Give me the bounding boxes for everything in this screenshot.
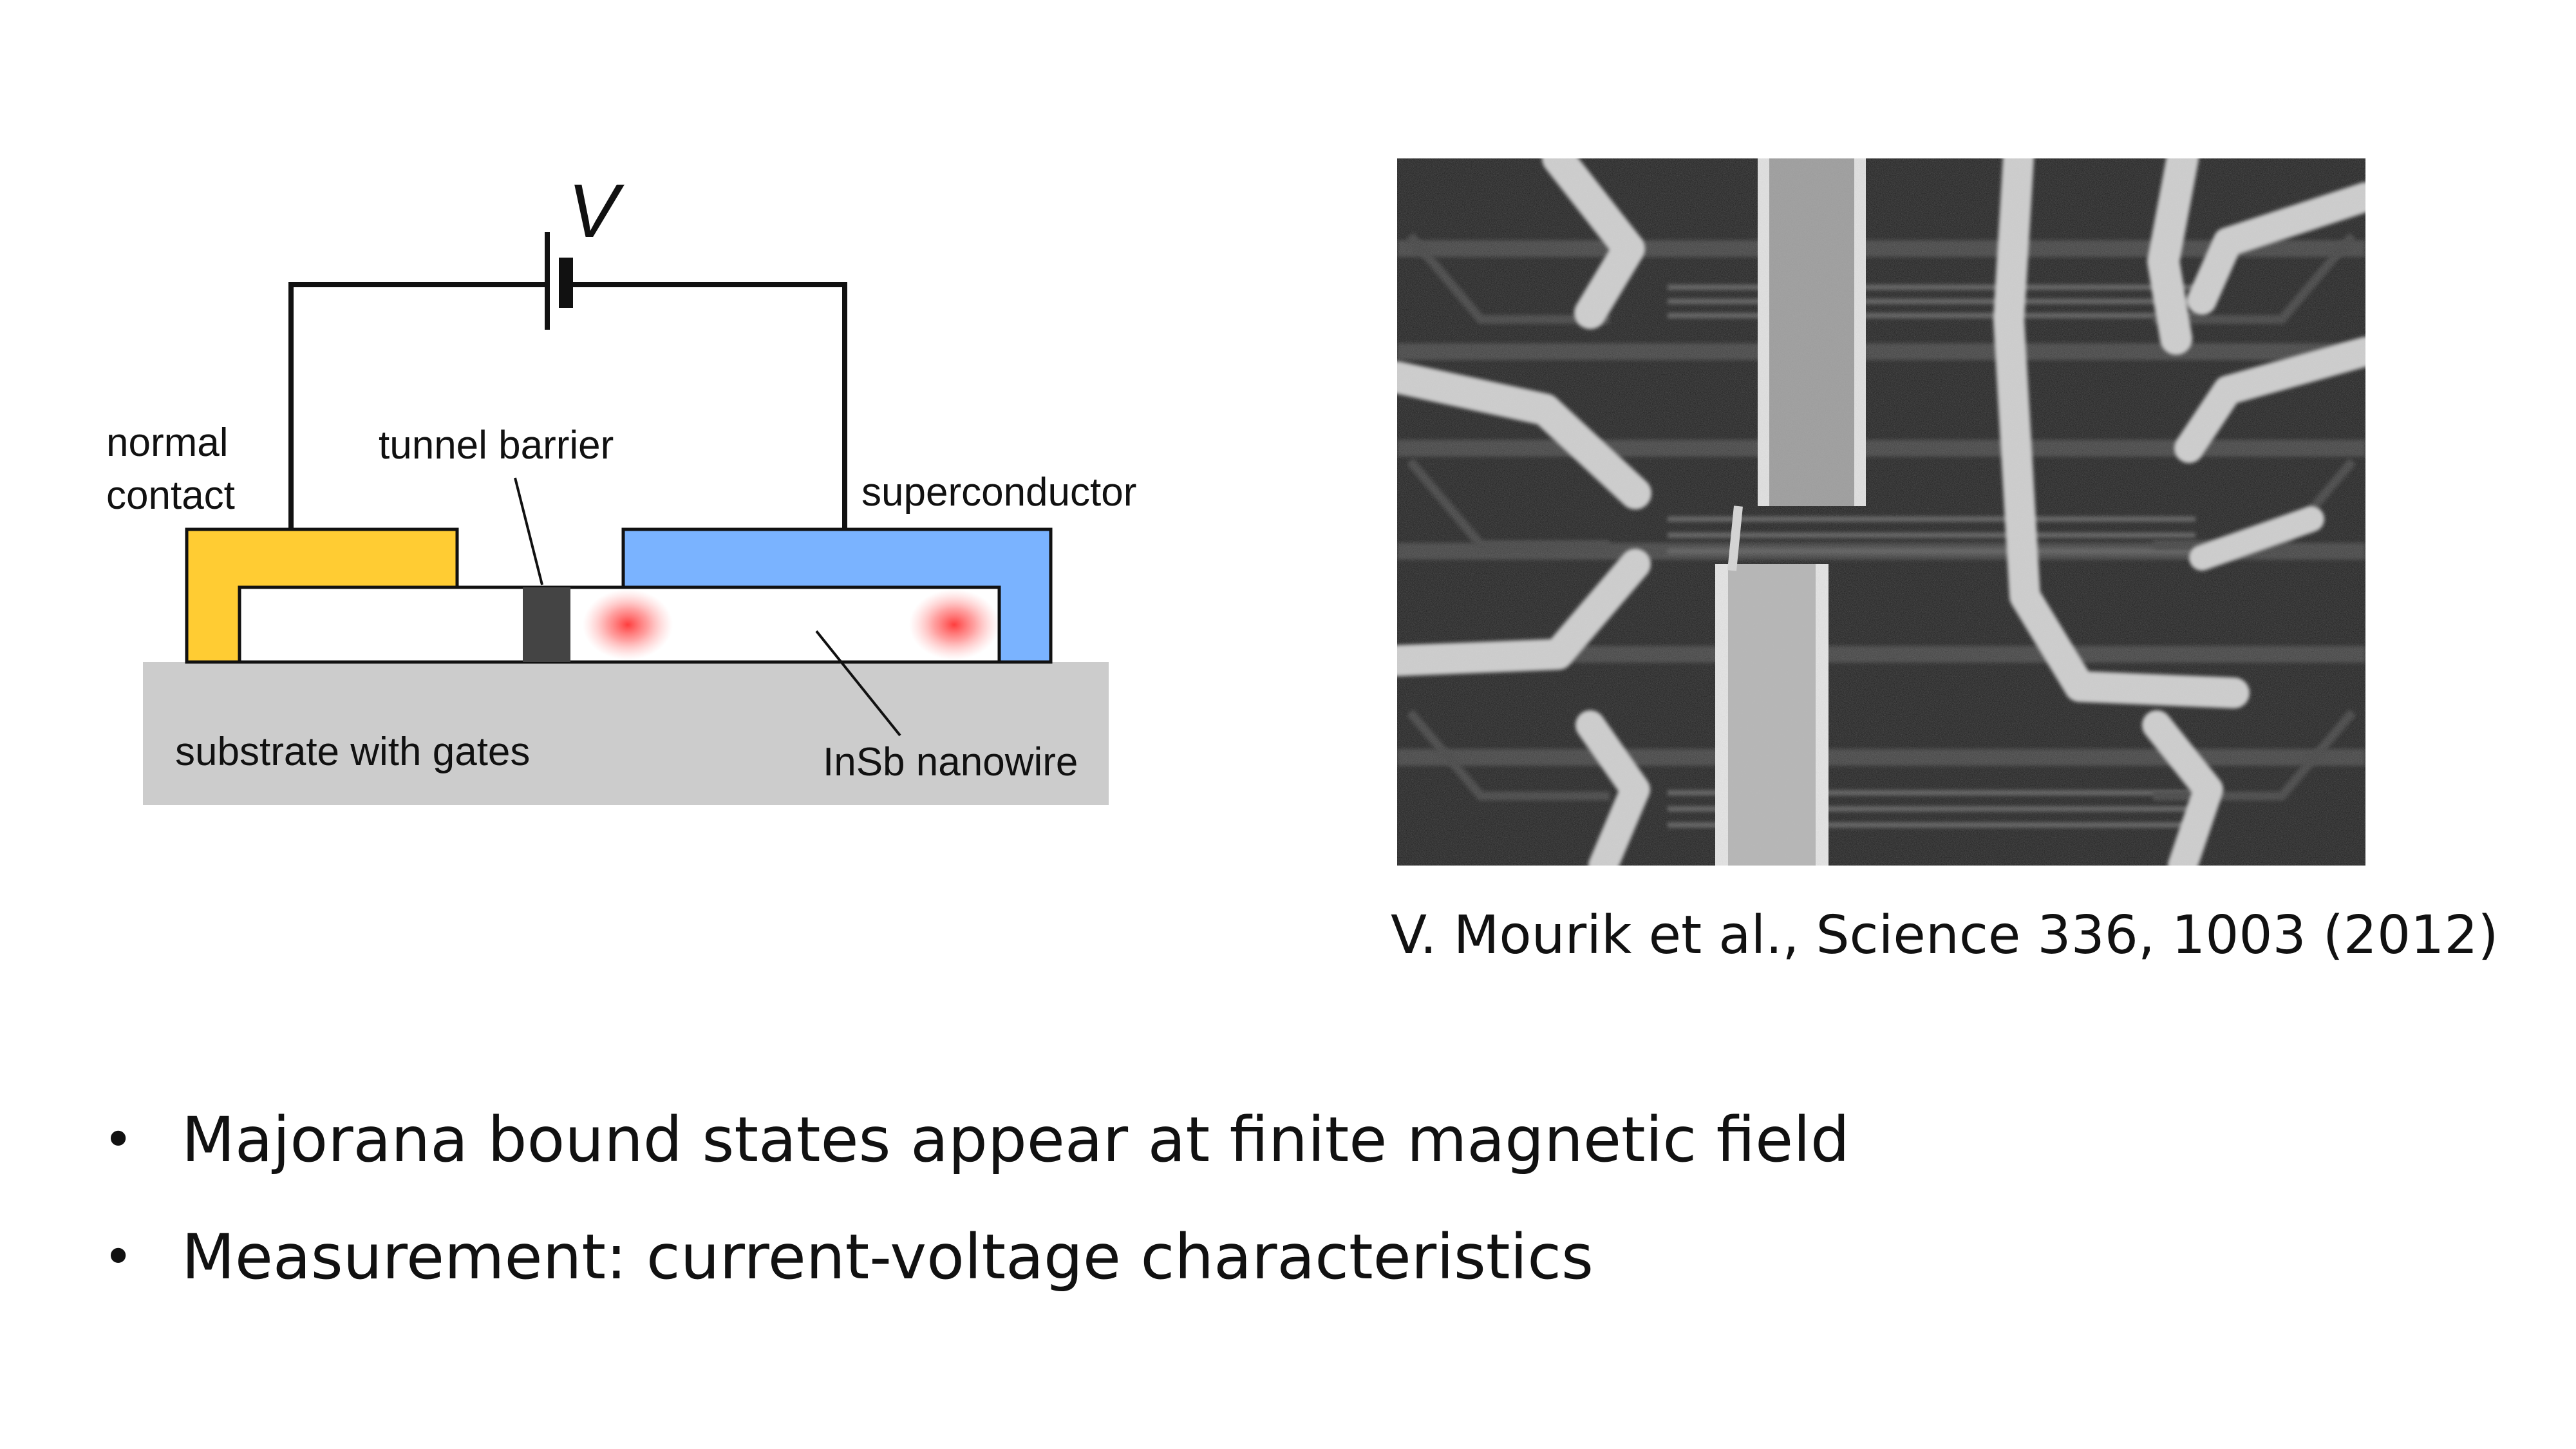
bullet-list: • Majorana bound states appear at finite… [103,1095,1850,1329]
bullet-text: Majorana bound states appear at finite m… [182,1104,1850,1176]
tunnel-barrier-label: tunnel barrier [379,423,614,468]
image-citation: V. Mourik et al., Science 336, 1003 (201… [1391,905,2499,966]
circuit-wire-right [567,282,847,529]
bullet-dot-icon: • [103,1110,134,1170]
sem-image [1381,142,2380,880]
device-schematic: V normal contact tunnel barrier supercon… [106,169,1136,805]
substrate-label: substrate with gates [175,730,530,774]
tunnel-barrier [523,587,570,662]
bullet-item: • Majorana bound states appear at finite… [103,1095,1850,1212]
superconductor-label: superconductor [861,470,1136,515]
battery-short-plate [559,258,573,308]
sem-micrograph [1381,142,2380,880]
substrate [143,662,1109,805]
bullet-dot-icon: • [103,1227,134,1287]
voltage-label: V [568,169,625,254]
circuit-wire-left [288,282,546,529]
majorana-state-right [909,589,999,660]
normal-contact-label-line2: contact [106,473,235,518]
normal-contact-label-line1: normal [106,421,229,465]
tunnel-barrier-pointer [514,477,543,585]
nanowire-label: InSb nanowire [823,740,1078,784]
nanowire-pointer [815,630,901,737]
majorana-state-left [583,589,673,660]
bullet-text: Measurement: current-voltage characteris… [182,1221,1594,1293]
bullet-item: • Measurement: current-voltage character… [103,1212,1850,1329]
